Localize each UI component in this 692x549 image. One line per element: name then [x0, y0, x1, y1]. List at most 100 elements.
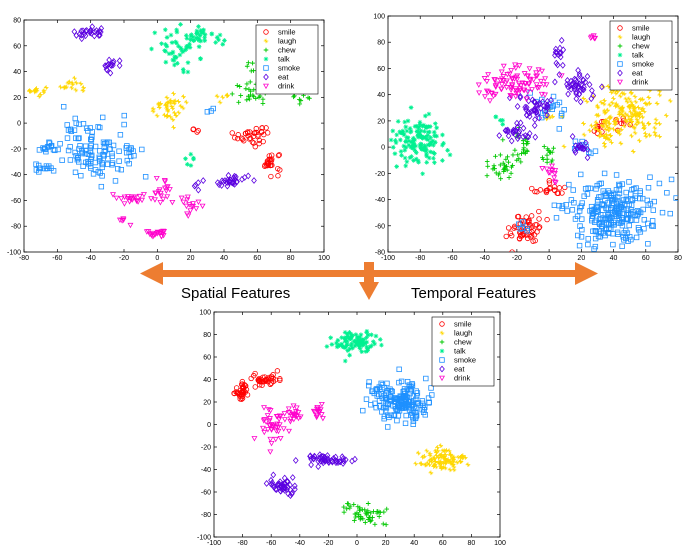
eat-point — [334, 457, 340, 465]
chew-point — [508, 171, 514, 176]
talk-point — [422, 134, 428, 140]
drink-point — [492, 83, 499, 89]
x-tick-label: -60 — [447, 255, 457, 262]
talk-point — [339, 341, 345, 347]
drink-point — [164, 194, 171, 200]
laugh-point — [633, 99, 639, 105]
talk-point — [183, 33, 189, 38]
combined-chart-svg: -100 -80 -60 -40 -20 0 20 40 60 80 100 -100 -80 -60 -4… — [197, 310, 506, 548]
talk-point — [175, 61, 180, 66]
legend-label-talk: talk — [632, 51, 644, 60]
laugh-point — [38, 92, 43, 97]
laugh-point — [602, 98, 607, 103]
smile-point — [275, 173, 281, 179]
drink-point — [268, 440, 275, 447]
eat-point — [315, 463, 322, 471]
smoke-point — [558, 110, 565, 117]
eat-point — [552, 48, 559, 56]
smoke-point — [607, 215, 614, 222]
smoke-point — [36, 162, 42, 169]
y-tick-label: -40 — [201, 467, 211, 474]
smoke-point — [410, 393, 417, 399]
talk-point — [393, 140, 399, 146]
laugh-point — [69, 85, 74, 91]
drink-point — [490, 93, 497, 100]
smoke-point — [612, 196, 618, 203]
eat-point — [568, 85, 574, 93]
smoke-point — [621, 237, 627, 243]
eat-point — [584, 154, 591, 162]
drink-point — [277, 413, 284, 420]
drink-point — [509, 82, 516, 88]
talk-point — [349, 333, 355, 338]
smoke-point — [576, 242, 583, 249]
talk-point — [500, 122, 506, 127]
eat-point — [285, 490, 291, 498]
eat-point — [330, 454, 337, 462]
smoke-point — [570, 187, 576, 193]
chew-point — [498, 162, 503, 168]
laugh-point — [443, 452, 448, 457]
eat-point — [192, 181, 199, 189]
laugh-point — [150, 108, 156, 114]
talk-point — [417, 142, 423, 148]
laugh-point — [652, 125, 658, 131]
talk-point — [163, 27, 168, 33]
laugh-point — [602, 108, 607, 114]
chew-point — [502, 167, 508, 172]
smile-point — [544, 216, 550, 223]
smile-point — [536, 224, 543, 230]
talk-point — [194, 31, 199, 37]
laugh-point — [605, 107, 610, 113]
drink-point — [158, 234, 165, 240]
talk-point — [401, 132, 407, 138]
smile-point — [543, 189, 550, 196]
drink-point — [492, 91, 499, 98]
y-tick-label: 20 — [13, 95, 21, 102]
laugh-point — [641, 125, 647, 131]
talk-point — [152, 30, 158, 36]
drink-point — [491, 77, 498, 83]
smoke-point — [204, 109, 211, 115]
smoke-point — [633, 185, 639, 191]
drink-point — [542, 92, 549, 98]
talk-point — [428, 140, 433, 146]
drink-point — [113, 195, 120, 202]
chew-point — [540, 157, 546, 162]
legend-marker-talk — [263, 56, 269, 62]
talk-point — [352, 343, 358, 349]
y-tick-label: 60 — [377, 66, 385, 73]
laugh-point — [435, 445, 440, 450]
drink-point — [152, 190, 159, 197]
talk-point — [342, 335, 347, 341]
drink-point — [267, 449, 274, 455]
eat-point — [520, 133, 526, 141]
smoke-point — [118, 166, 124, 173]
eat-point — [219, 177, 225, 185]
legend-label-drink: drink — [632, 78, 649, 87]
talk-point — [216, 37, 221, 43]
y-tick-label: 60 — [13, 43, 21, 50]
laugh-point — [442, 465, 448, 471]
eat-point — [245, 172, 252, 180]
eat-point — [195, 179, 202, 187]
x-tick-label: 60 — [253, 255, 261, 262]
eat-point — [522, 103, 528, 111]
legend-label-laugh: laugh — [454, 329, 472, 338]
smile-point — [277, 167, 283, 173]
drink-point — [271, 423, 278, 429]
chew-point — [244, 81, 250, 87]
laugh-point — [416, 450, 421, 456]
drink-point — [293, 405, 300, 411]
smile-point — [239, 391, 246, 398]
talk-point — [390, 128, 396, 134]
laugh-point — [431, 464, 436, 469]
chew-point — [368, 519, 373, 524]
drink-point — [485, 72, 492, 78]
chew-point — [485, 163, 491, 169]
drink-point — [148, 196, 155, 202]
smoke-point — [588, 150, 594, 157]
talk-point — [404, 159, 410, 165]
laugh-point — [597, 129, 603, 135]
laugh-point — [629, 133, 634, 139]
